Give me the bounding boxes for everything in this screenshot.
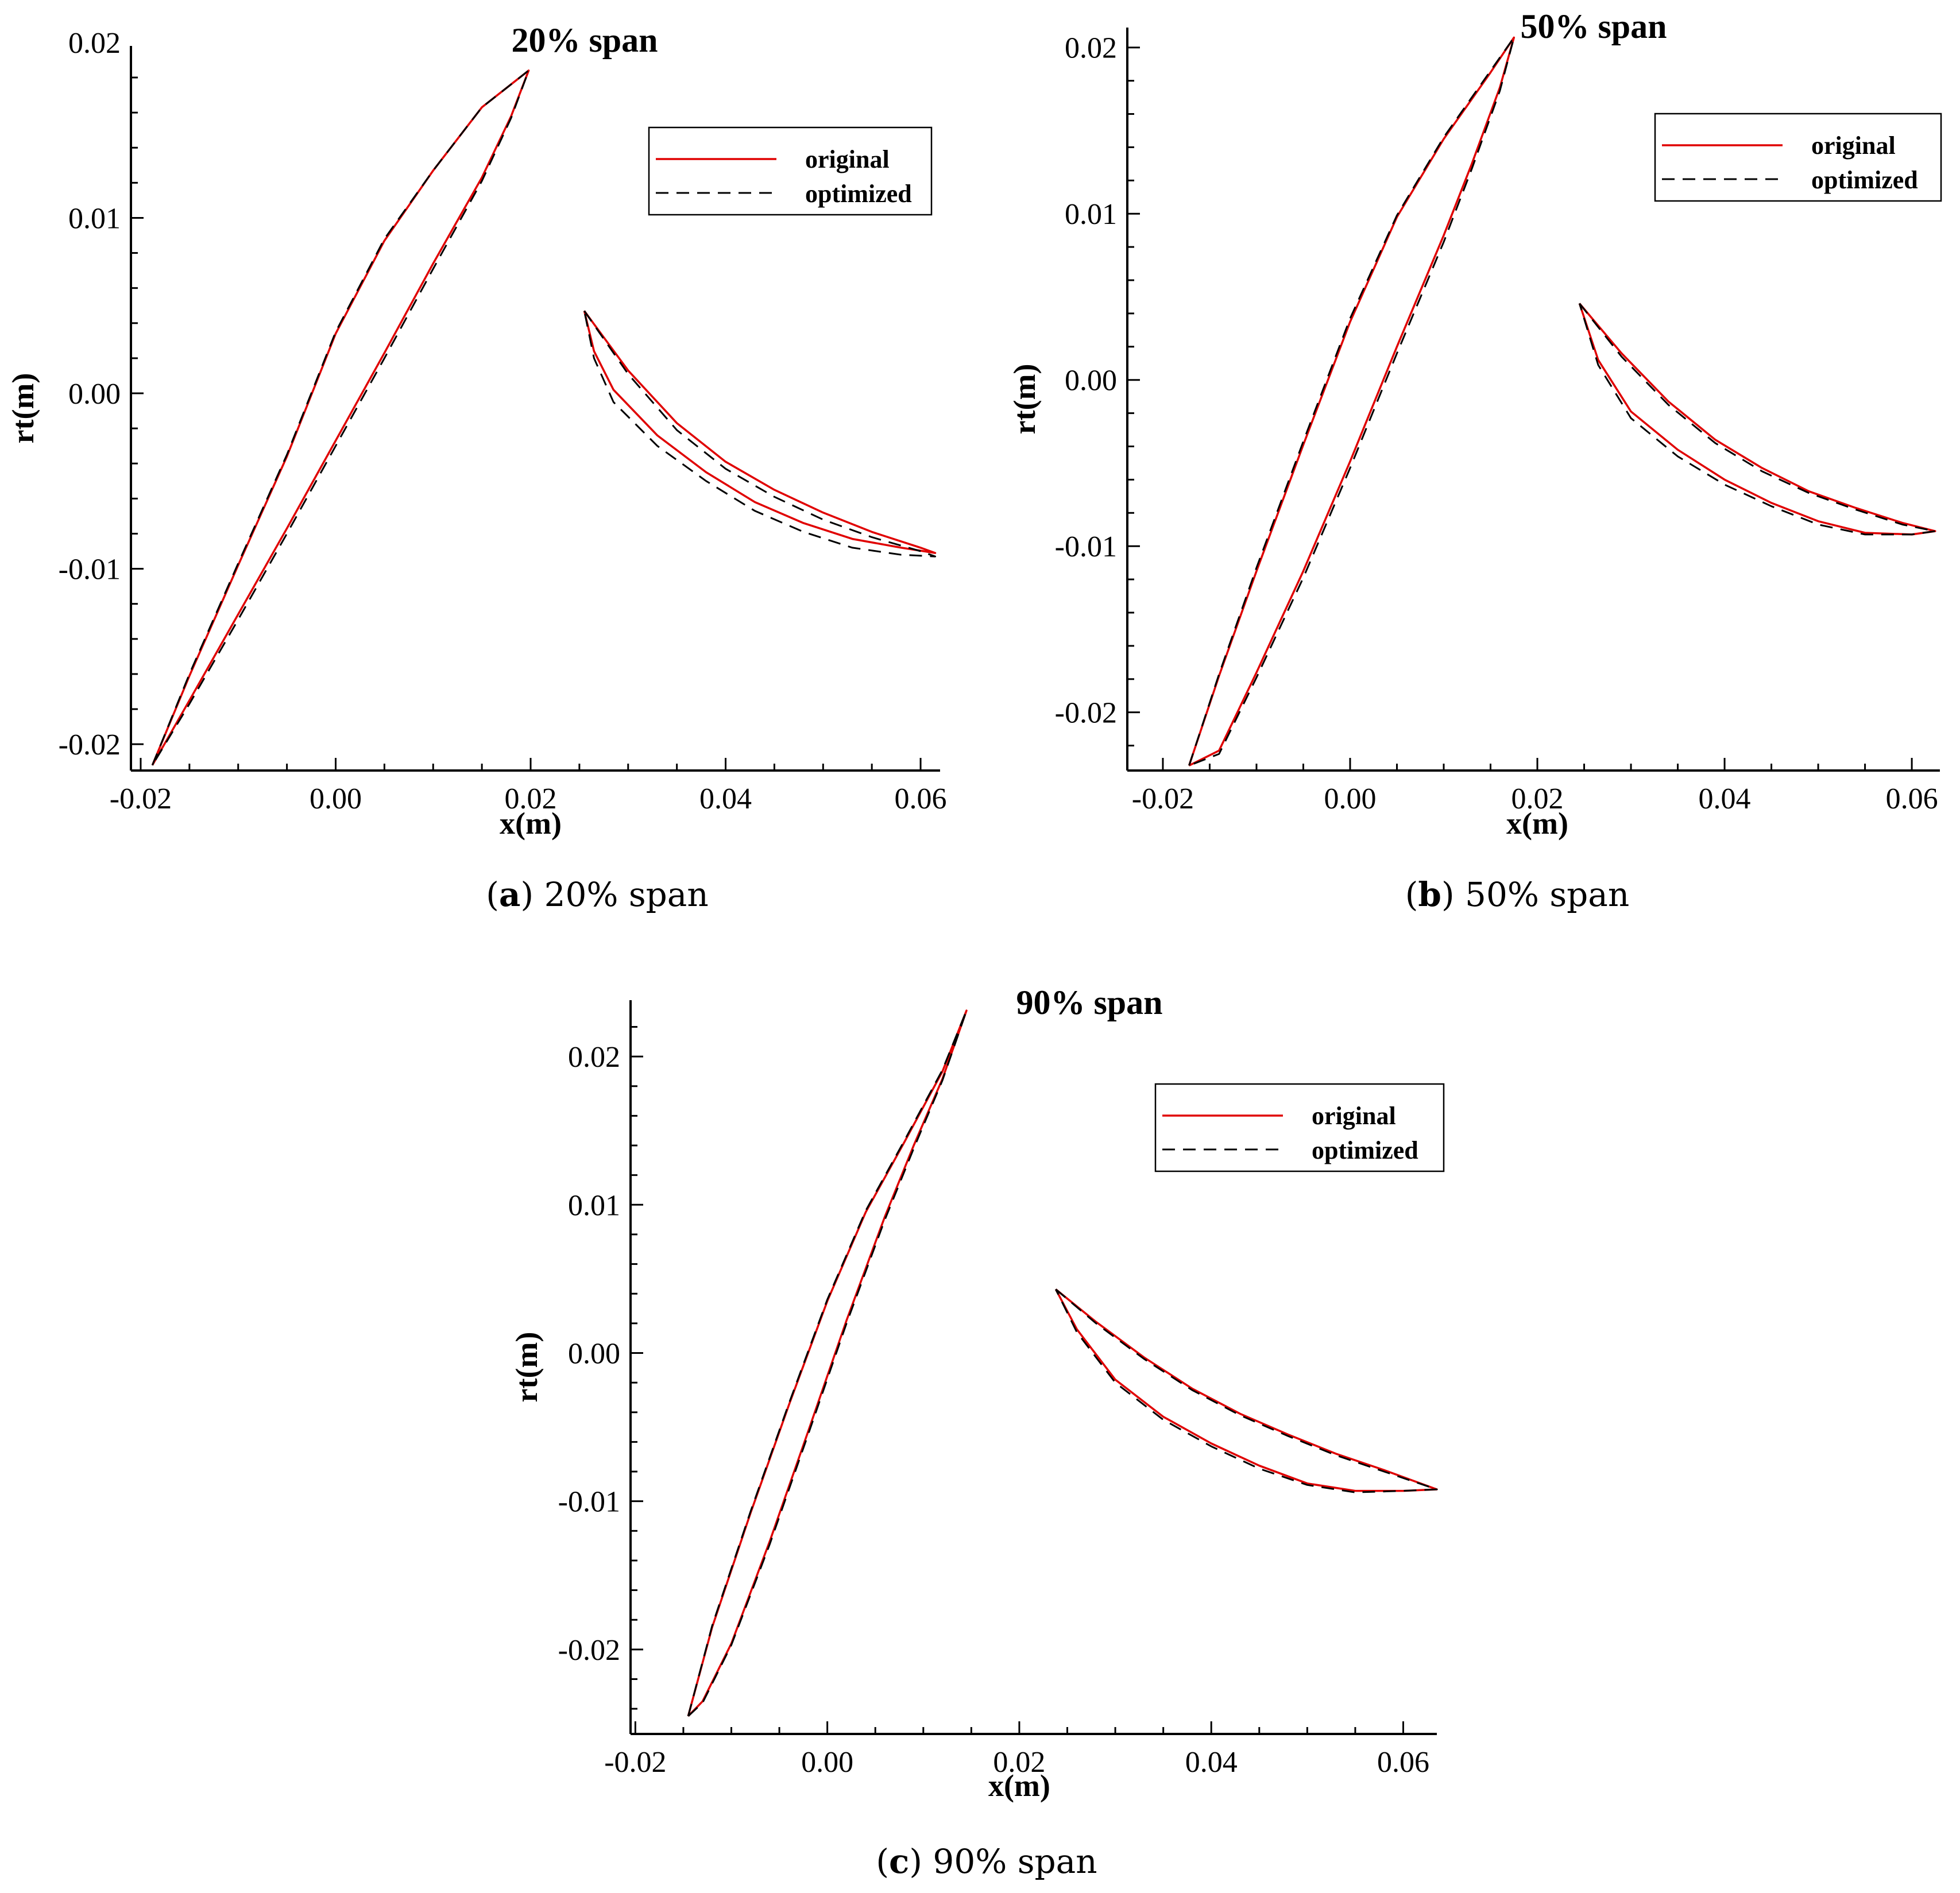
caption-letter: b	[1418, 875, 1441, 914]
y-tick-label: -0.02	[59, 729, 121, 761]
series-optimized-stator	[1055, 1288, 1438, 1493]
series-optimized-stator	[1578, 303, 1936, 536]
legend-label-optimized: optimized	[1312, 1136, 1418, 1164]
x-tick-label: 0.00	[801, 1746, 853, 1779]
y-tick-label: 0.01	[1065, 198, 1117, 231]
caption-open-paren: (	[1405, 875, 1418, 914]
x-axis-title: x(m)	[988, 1768, 1050, 1803]
panel-caption: (c) 90% span	[876, 1842, 1097, 1881]
y-tick-label: -0.01	[59, 553, 121, 586]
x-tick-label: 0.06	[1886, 783, 1938, 815]
caption-text: 50% span	[1465, 875, 1629, 914]
y-axis-title: rt(m)	[1007, 364, 1042, 435]
x-tick-label: 0.02	[993, 1746, 1045, 1779]
y-tick-label: 0.00	[1065, 365, 1117, 397]
caption-close-paren: )	[520, 875, 544, 914]
series-optimized-rotor	[151, 69, 530, 766]
x-axis-title: x(m)	[500, 806, 562, 841]
x-tick-label: -0.02	[1132, 783, 1194, 815]
series-original-rotor	[1188, 36, 1516, 767]
x-tick-label: -0.02	[604, 1746, 666, 1779]
y-tick-label: -0.02	[558, 1634, 620, 1667]
legend-box	[1154, 1083, 1445, 1172]
y-tick-label: 0.01	[568, 1189, 620, 1222]
series-optimized-rotor	[687, 1009, 968, 1717]
caption-text: 90% span	[933, 1842, 1097, 1881]
y-tick-label: 0.00	[68, 378, 121, 411]
y-tick-label: -0.01	[1055, 531, 1117, 563]
y-tick-label: 0.02	[568, 1041, 620, 1074]
caption-open-paren: (	[486, 875, 499, 914]
chart-panel-1: -0.02 0.00 0.02 0.04 0.06 -0.02 -0.01 0.00 0.01 0…	[6, 21, 947, 914]
x-tick-label: 0.04	[699, 783, 752, 815]
y-tick-label: -0.01	[558, 1486, 620, 1519]
x-tick-label: 0.06	[895, 783, 947, 815]
legend-label-original: original	[1312, 1102, 1396, 1130]
legend-label-original: original	[805, 145, 890, 173]
y-tick-label: 0.00	[568, 1337, 620, 1370]
y-axis-title: rt(m)	[509, 1332, 544, 1403]
caption-text: 20% span	[544, 875, 709, 914]
chart-panel-2: -0.02 0.00 0.02 0.04 0.06 -0.02 -0.01 0.00 0.01 0…	[1007, 7, 1942, 914]
x-tick-label: 0.04	[1699, 783, 1751, 815]
series-original-stator	[1054, 1288, 1438, 1492]
x-tick-label: 0.02	[505, 783, 557, 815]
legend: original optimized	[1654, 113, 1942, 202]
y-tick-label: 0.02	[68, 27, 121, 60]
chart-title: 50% span	[1520, 7, 1667, 45]
series-optimized-rotor	[1188, 36, 1515, 767]
caption-letter: c	[889, 1842, 909, 1881]
x-tick-label: -0.02	[110, 783, 172, 815]
legend-label-optimized: optimized	[1811, 166, 1918, 194]
y-tick-label: -0.02	[1055, 697, 1117, 730]
legend-label-optimized: optimized	[805, 180, 912, 208]
legend-box	[1654, 113, 1942, 202]
series-original-rotor	[151, 69, 530, 766]
panel-caption: (b) 50% span	[1405, 875, 1629, 914]
legend: original optimized	[1154, 1083, 1445, 1172]
series-original-stator	[583, 310, 937, 554]
y-tick-label: 0.02	[1065, 32, 1117, 65]
legend: original optimized	[648, 126, 933, 216]
x-tick-label: 0.06	[1377, 1746, 1429, 1779]
panel-caption: (a) 20% span	[486, 875, 709, 914]
y-tick-label: 0.01	[68, 202, 121, 235]
caption-open-paren: (	[876, 1842, 889, 1881]
legend-box	[648, 126, 933, 216]
chart-panel-3: -0.02 0.00 0.02 0.04 0.06 -0.02 -0.01 0.00 0.01 0…	[509, 984, 1445, 1881]
x-tick-label: 0.00	[310, 783, 362, 815]
chart-title: 90% span	[1016, 984, 1162, 1021]
series-original-rotor	[687, 1009, 968, 1717]
caption-close-paren: )	[909, 1842, 933, 1881]
y-axis-title: rt(m)	[6, 373, 40, 444]
x-tick-label: 0.04	[1185, 1746, 1238, 1779]
caption-letter: a	[499, 875, 521, 914]
legend-label-original: original	[1811, 131, 1896, 160]
x-tick-label: 0.00	[1324, 783, 1376, 815]
chart-title: 20% span	[511, 21, 658, 59]
series-optimized-stator	[583, 310, 936, 558]
caption-close-paren: )	[1441, 875, 1465, 914]
x-axis-title: x(m)	[1506, 806, 1568, 841]
x-tick-label: 0.02	[1511, 783, 1564, 815]
